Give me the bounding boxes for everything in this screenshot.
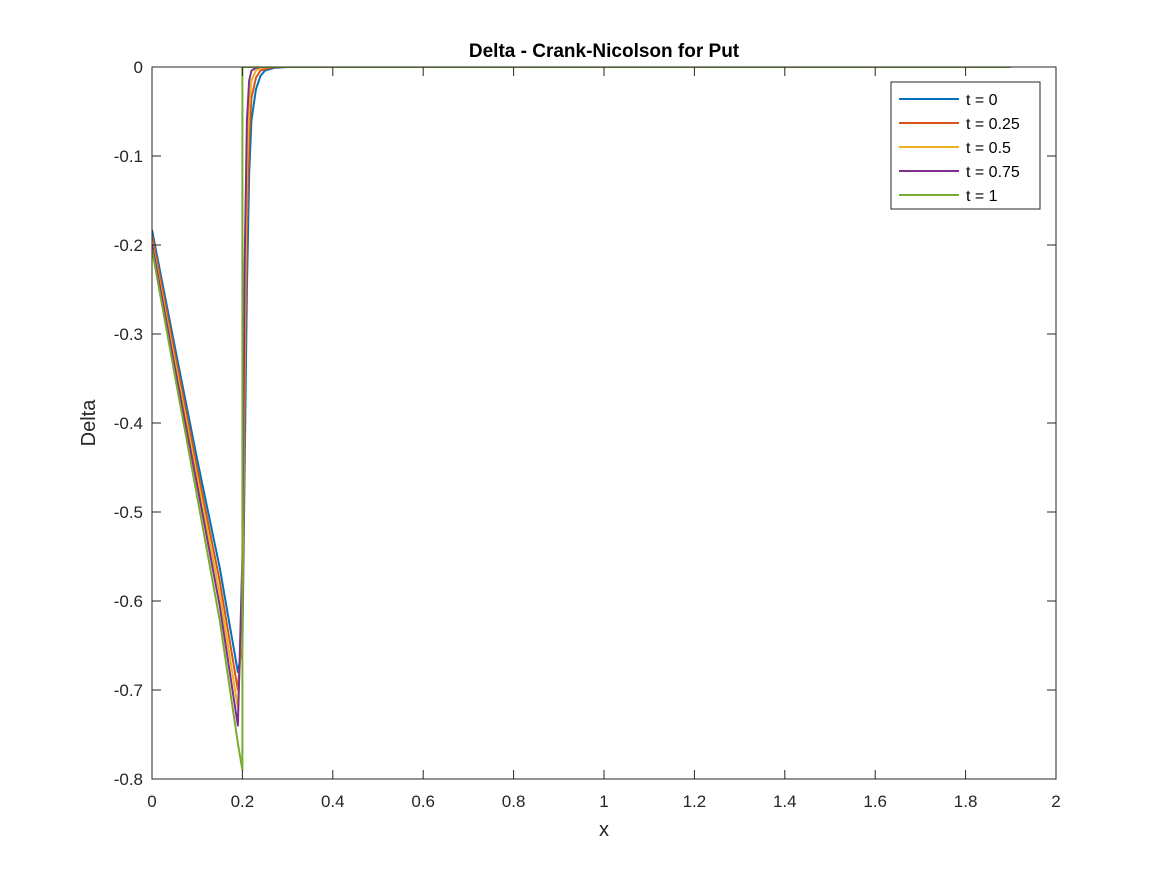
x-axis-label: x [599,819,609,841]
x-tick-label: 0.6 [411,792,435,811]
chart-title: Delta - Crank-Nicolson for Put [469,41,740,62]
x-tick-label: 0.2 [231,792,255,811]
y-tick-label: -0.2 [114,236,143,255]
x-tick-label: 2 [1051,792,1060,811]
axis-ticks: 0 0.2 0.4 0.6 0.8 1 1.2 1.4 1.6 1.8 2 0 -0.1 -0.2 -0.3… [114,58,1061,811]
x-tick-label: 1.6 [863,792,887,811]
legend-label-3: t = 0.75 [966,164,1020,181]
legend-label-0: t = 0 [966,92,998,109]
series-lines [152,67,1011,772]
y-tick-label: 0 [134,58,143,77]
y-tick-label: -0.7 [114,681,143,700]
x-tick-label: 0.4 [321,792,345,811]
legend: t = 0 t = 0.25 t = 0.5 t = 0.75 t = 1 [890,81,1041,210]
legend-label-1: t = 0.25 [966,116,1020,133]
y-tick-label: -0.1 [114,147,143,166]
x-tick-label: 0 [147,792,156,811]
legend-label-2: t = 0.5 [966,140,1011,157]
y-tick-label: -0.8 [114,770,143,789]
y-tick-label: -0.4 [114,414,143,433]
y-tick-label: -0.5 [114,503,143,522]
y-tick-label: -0.6 [114,592,143,611]
y-axis-label: Delta [78,399,100,447]
x-tick-label: 0.8 [502,792,526,811]
x-tick-label: 1 [599,792,608,811]
legend-label-4: t = 1 [966,188,998,205]
x-tick-label: 1.2 [683,792,707,811]
x-tick-label: 1.8 [954,792,978,811]
x-tick-label: 1.4 [773,792,797,811]
legend-box [890,81,1041,210]
series-line-0 [152,67,1011,674]
y-tick-label: -0.3 [114,325,143,344]
series-line-4 [152,67,1011,772]
